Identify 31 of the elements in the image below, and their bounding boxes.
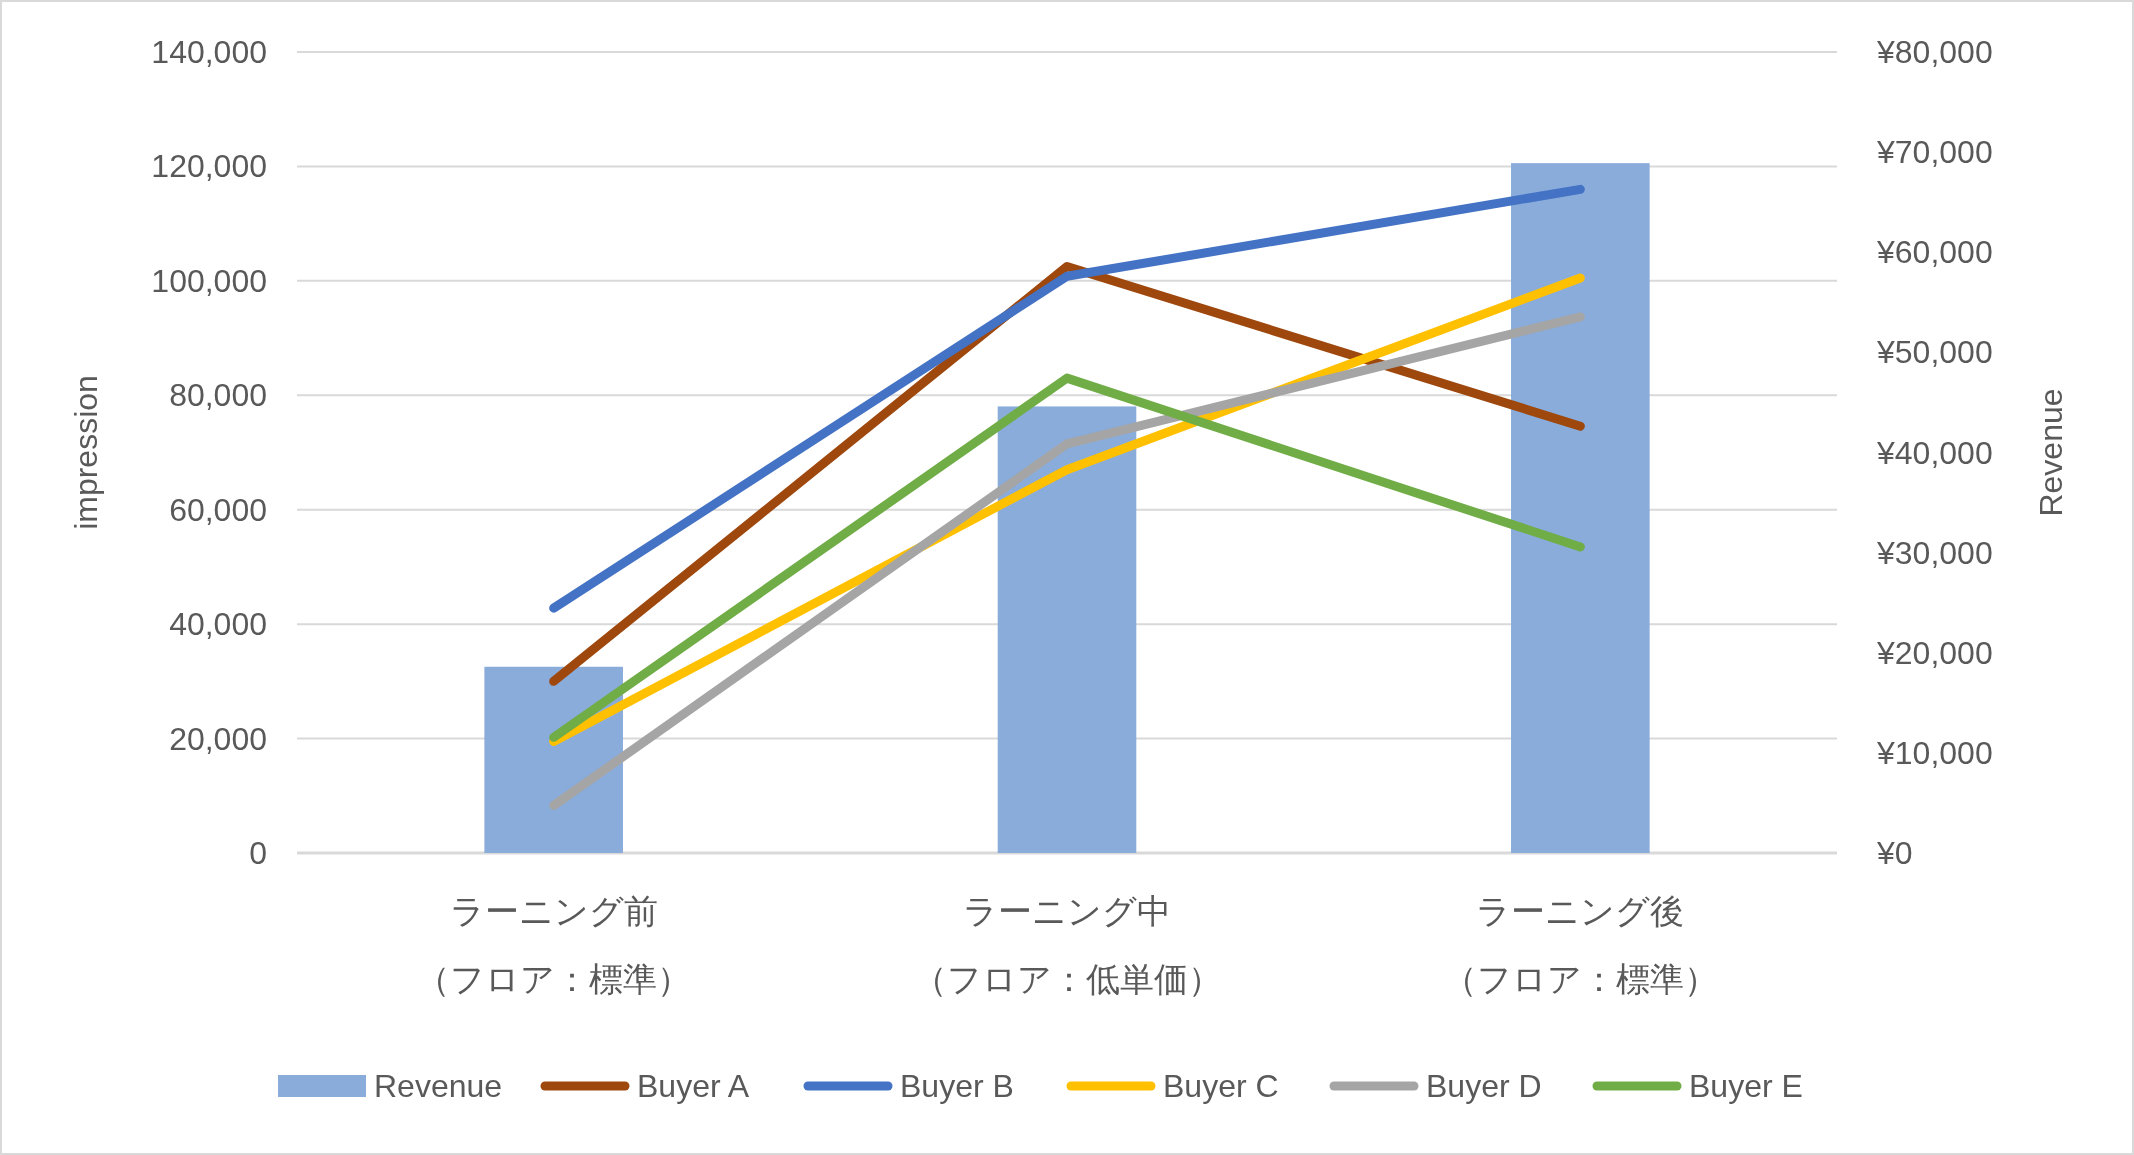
y2-tick-label: ¥40,000	[1876, 434, 1993, 471]
y2-tick-label: ¥60,000	[1876, 234, 1993, 271]
y2-tick-label: ¥70,000	[1876, 134, 1993, 171]
bar	[484, 666, 623, 853]
y-tick-label: 100,000	[151, 262, 267, 299]
y2-tick-label: ¥80,000	[1876, 34, 1993, 70]
y2-tick-label: ¥30,000	[1876, 534, 1993, 571]
y-tick-label: 0	[249, 835, 267, 871]
legend-label: Buyer C	[1163, 1068, 1279, 1104]
y2-tick-label: ¥10,000	[1876, 734, 1993, 771]
x-tick-label: ラーニング前（フロア：標準）	[416, 892, 692, 998]
y-tick-label: 40,000	[169, 606, 267, 643]
legend-label: Buyer E	[1689, 1068, 1803, 1104]
bar	[1511, 163, 1650, 853]
legend-label: Buyer D	[1426, 1068, 1542, 1104]
y-tick-label: 60,000	[169, 491, 267, 528]
y2-tick-label: ¥50,000	[1876, 334, 1993, 371]
y2-axis-title: Revenue	[2033, 388, 2069, 517]
legend-label: Revenue	[374, 1068, 503, 1104]
legend-label: Buyer A	[637, 1068, 750, 1104]
x-tick-label: ラーニング中（フロア：低単価）	[912, 892, 1222, 998]
y-axis-title: impression	[68, 375, 104, 530]
y2-tick-label: ¥20,000	[1876, 634, 1993, 671]
x-tick-label: ラーニング後（フロア：標準）	[1442, 892, 1718, 998]
y-tick-label: 80,000	[169, 377, 267, 414]
y-tick-label: 20,000	[169, 720, 267, 757]
bar	[997, 406, 1137, 853]
y-tick-label: 120,000	[151, 148, 267, 185]
y2-tick-label: ¥0	[1876, 835, 1913, 871]
legend-label: Buyer B	[900, 1068, 1014, 1104]
y-tick-label: 140,000	[151, 34, 267, 70]
